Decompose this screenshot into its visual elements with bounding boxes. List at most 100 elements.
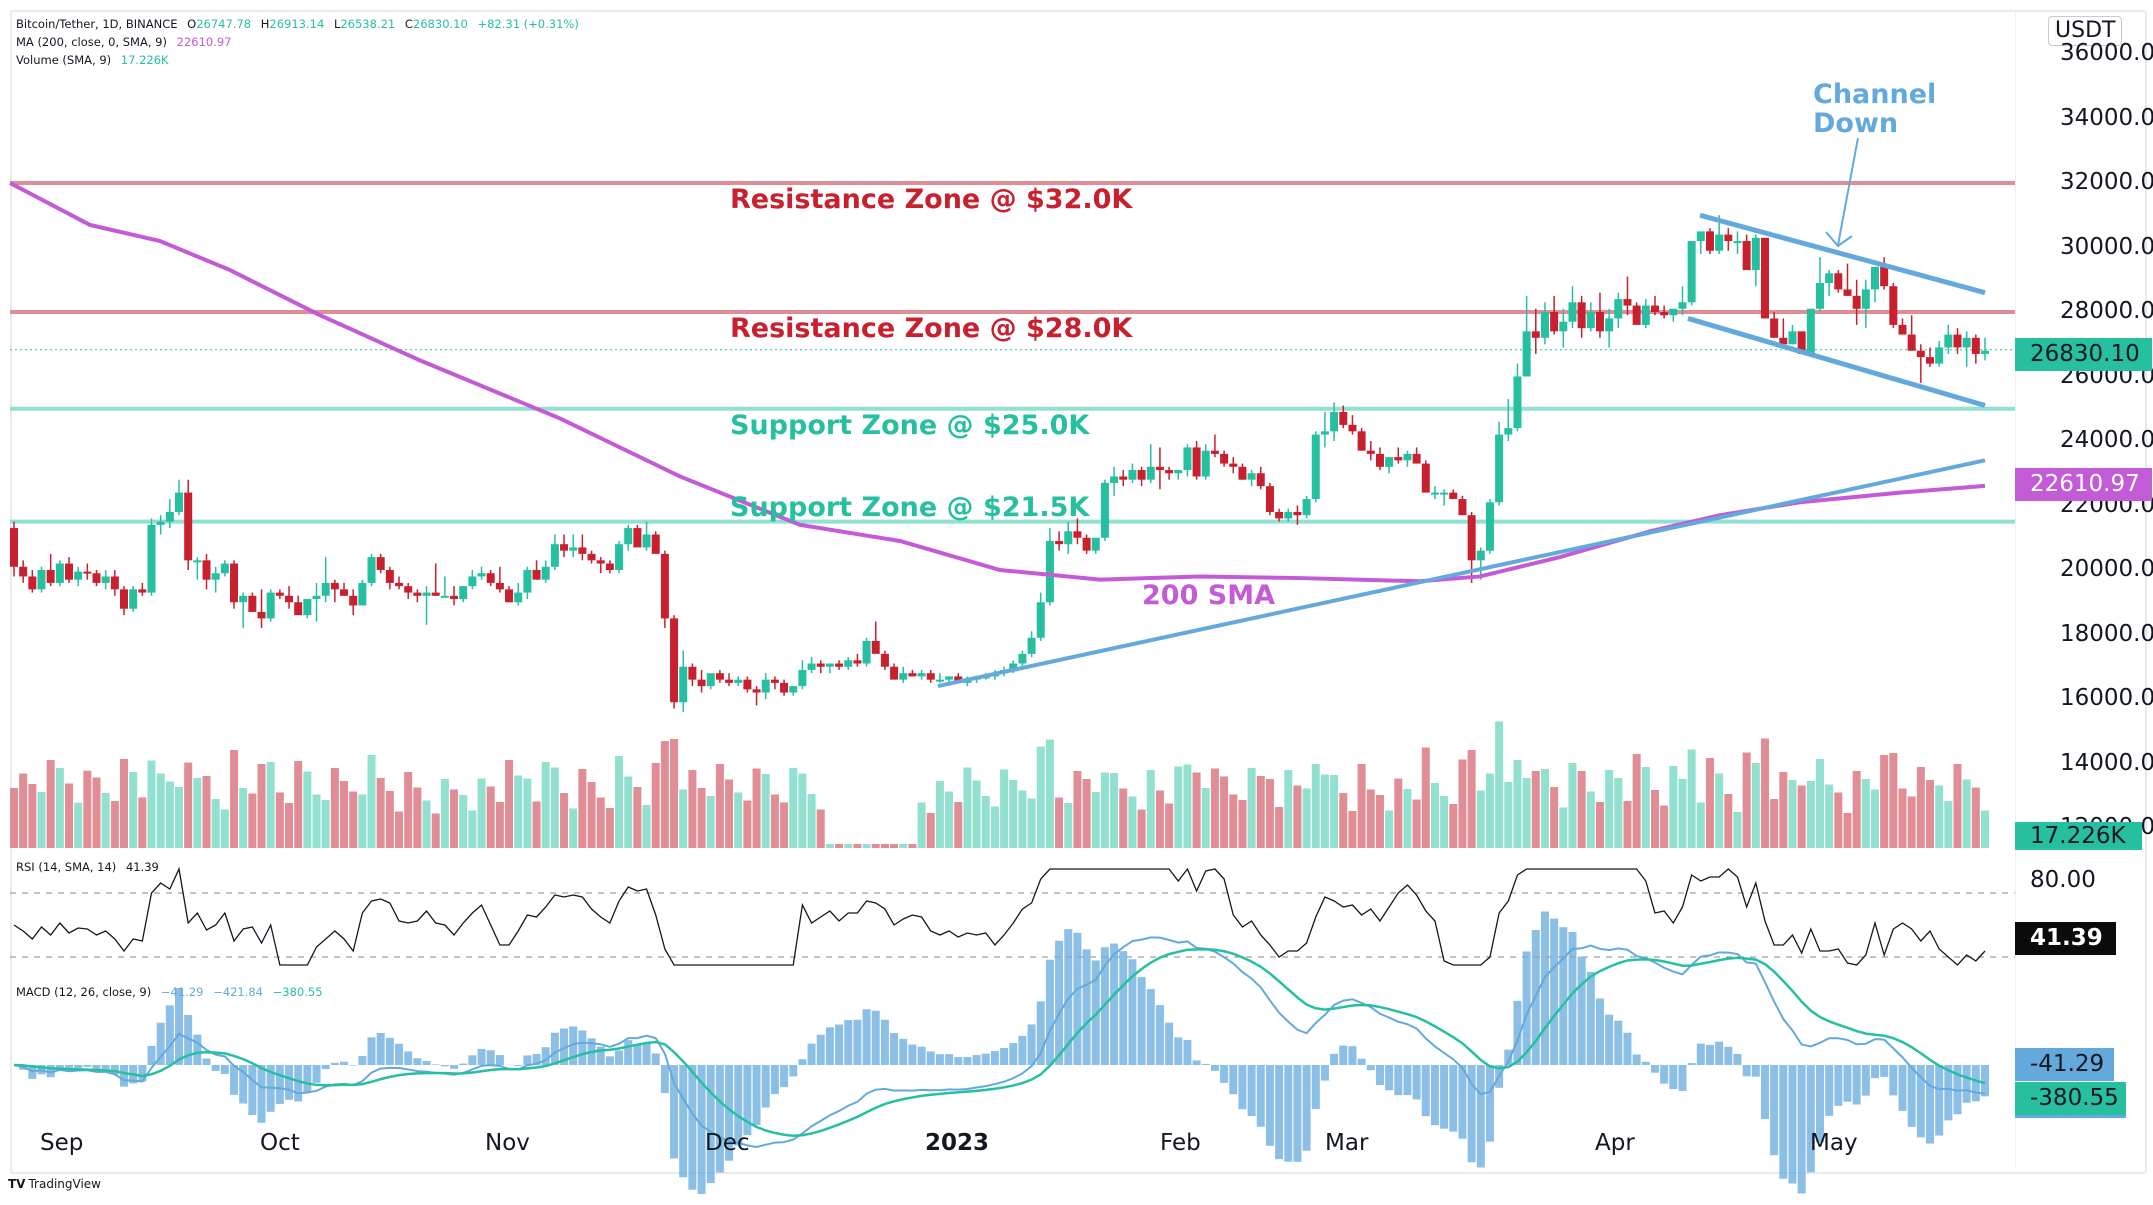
candle-body: [780, 682, 789, 693]
tradingview-name: TradingView: [28, 1177, 101, 1191]
volume-bar: [431, 813, 440, 848]
macd-hist-bar: [550, 1032, 559, 1065]
volume-bar: [55, 768, 64, 848]
macd-hist-bar: [651, 1053, 660, 1065]
candle-body: [935, 679, 944, 682]
candle-body: [376, 557, 385, 570]
macd-hist-bar: [1119, 951, 1128, 1065]
candle-body: [129, 589, 138, 609]
macd-hist-bar: [413, 1058, 422, 1065]
macd-hist-value: −41.29: [160, 985, 204, 999]
open-label: O: [187, 17, 197, 31]
volume-bar: [1971, 787, 1980, 848]
macd-hist-bar: [642, 1043, 651, 1065]
volume-value: 17.226K: [120, 53, 169, 67]
macd-hist-bar: [1293, 1065, 1302, 1162]
macd-hist-bar: [1907, 1065, 1916, 1127]
macd-hist-bar: [569, 1026, 578, 1065]
candle-body: [807, 663, 816, 670]
candle-body: [1806, 308, 1815, 354]
macd-hist-bar: [220, 1065, 229, 1074]
ma-legend[interactable]: MA (200, close, 0, SMA, 9) 22610.97: [16, 35, 232, 49]
macd-hist-bar: [596, 1046, 605, 1065]
candle-body: [1293, 511, 1302, 516]
macd-hist-bar: [1018, 1035, 1027, 1065]
candle-body: [1678, 302, 1687, 309]
volume-bar: [624, 776, 633, 848]
candle-body: [1284, 511, 1293, 519]
price-tick: 18000.00: [2060, 620, 2153, 647]
macd-hist-bar: [1458, 1065, 1467, 1139]
macd-hist-bar: [1889, 1065, 1898, 1096]
candle-body: [596, 560, 605, 564]
candle-body: [1779, 337, 1788, 345]
macd-hist-bar: [46, 1065, 55, 1078]
candle-body: [1403, 453, 1412, 461]
tradingview-logo[interactable]: TV TradingView: [8, 1177, 101, 1191]
rsi-value-tag: 41.39: [2015, 922, 2116, 955]
macd-hist-bar: [835, 1024, 844, 1065]
volume-bar: [1898, 788, 1907, 848]
candle-body: [1825, 273, 1834, 283]
currency-button[interactable]: USDT: [2048, 16, 2123, 46]
volume-bar: [220, 809, 229, 848]
volume-bar: [330, 768, 339, 848]
volume-bar: [1861, 779, 1870, 848]
macd-line-value: −421.84: [213, 985, 263, 999]
volume-bar: [1751, 763, 1760, 848]
macd-hist-bar: [1797, 1065, 1806, 1194]
volume-bar: [1815, 759, 1824, 848]
volume-bar: [230, 750, 239, 848]
macd-hist-bar: [1540, 911, 1549, 1065]
candle-body: [495, 582, 504, 590]
volume-bar: [1733, 812, 1742, 848]
price-tick: 16000.00: [2060, 685, 2153, 711]
macd-hist-bar: [1770, 1065, 1779, 1156]
volume-bar: [1962, 779, 1971, 848]
volume-bar: [550, 767, 559, 848]
volume-bar: [1806, 781, 1815, 848]
candle-body: [1275, 511, 1284, 519]
macd-hist-bar: [1916, 1065, 1925, 1138]
macd-hist-bar: [486, 1050, 495, 1065]
volume-bar: [1669, 766, 1678, 848]
volume-bar: [935, 781, 944, 848]
candle-body: [945, 676, 954, 680]
candle-body: [486, 573, 495, 583]
volume-bar: [129, 772, 138, 848]
candle-body: [835, 663, 844, 667]
candle-body: [1330, 411, 1339, 432]
rsi-legend[interactable]: RSI (14, SMA, 14) 41.39: [16, 860, 159, 874]
volume-bar: [514, 775, 523, 848]
volume-bar: [1449, 804, 1458, 848]
x-label-mar: Mar: [1325, 1130, 1369, 1156]
macd-hist-bar: [1220, 1065, 1229, 1083]
open-value: 26747.78: [196, 17, 252, 31]
symbol-legend[interactable]: Bitcoin/Tether, 1D, BINANCE O26747.78 H2…: [16, 17, 579, 31]
volume-bar: [468, 810, 477, 848]
volume-label: Volume (SMA, 9): [16, 53, 112, 67]
volume-bar: [266, 762, 275, 848]
volume-bar: [1641, 767, 1650, 848]
volume-bar: [376, 778, 385, 848]
volume-bar: [981, 796, 990, 848]
candle-body: [1348, 424, 1357, 432]
volume-bar: [1843, 813, 1852, 848]
macd-hist-bar: [395, 1043, 404, 1065]
volume-bar: [670, 739, 679, 848]
x-label-2023: 2023: [925, 1130, 990, 1156]
volume-bar: [349, 791, 358, 848]
macd-legend[interactable]: MACD (12, 26, close, 9) −41.29 −421.84 −…: [16, 985, 323, 999]
x-label-sep: Sep: [40, 1130, 84, 1156]
macd-hist-bar: [981, 1053, 990, 1065]
candle-body: [367, 557, 376, 583]
macd-hist-bar: [1953, 1065, 1962, 1115]
macd-hist-bar: [376, 1032, 385, 1065]
candle-body: [1669, 308, 1678, 316]
volume-legend[interactable]: Volume (SMA, 9) 17.226K: [16, 53, 169, 67]
volume-bar: [303, 771, 312, 848]
candle-body: [1302, 499, 1311, 516]
candle-body: [1834, 273, 1843, 290]
candle-body: [1504, 428, 1513, 435]
